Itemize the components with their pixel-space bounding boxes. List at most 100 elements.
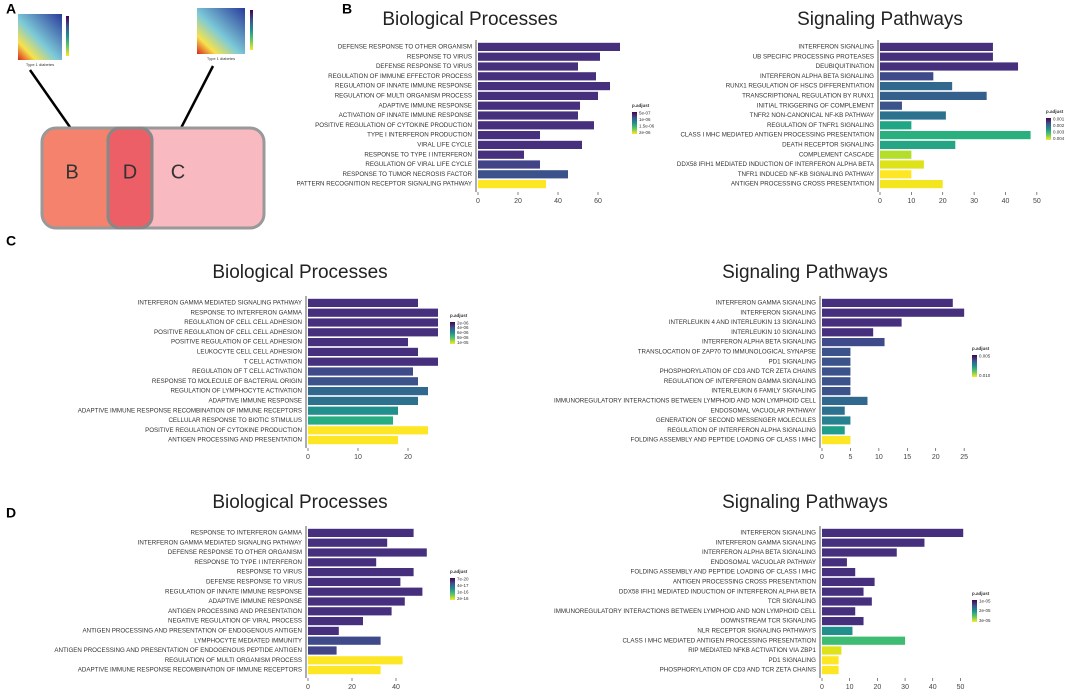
- chart-title: Signaling Pathways: [797, 9, 963, 30]
- category-label: ACTIVATION OF INNATE IMMUNE RESPONSE: [339, 112, 472, 119]
- category-label: INTERFERON SIGNALING: [740, 530, 816, 537]
- category-label: GENERATION OF SECOND MESSENGER MOLECULES: [656, 417, 816, 424]
- legend-tick-label: 1e-05: [457, 340, 469, 345]
- category-label: DEUBIQUITINATION: [816, 63, 874, 70]
- x-tick-label: 40: [554, 198, 562, 205]
- panel-label: B: [342, 1, 352, 17]
- bar: [308, 646, 337, 655]
- category-label: RIP MEDIATED NFKB ACTIVATION VIA ZBP1: [688, 647, 816, 654]
- category-label: RESPONSE TO VIRUS: [237, 569, 302, 576]
- category-label: NEGATIVE REGULATION OF VIRAL PROCESS: [168, 618, 302, 625]
- category-label: ADAPTIVE IMMUNE RESPONSE: [378, 102, 472, 109]
- bar: [822, 298, 953, 307]
- category-label: DEATH RECEPTOR SIGNALING: [782, 142, 874, 149]
- category-label: REGULATION OF T CELL ACTIVATION: [192, 368, 302, 375]
- bar: [822, 328, 874, 337]
- heatmap-colorbar: [250, 10, 253, 50]
- category-label: INTERFERON ALPHA BETA SIGNALING: [702, 339, 816, 346]
- bar: [308, 387, 428, 396]
- category-label: INTERFERON GAMMA MEDIATED SIGNALING PATH…: [138, 539, 302, 546]
- panel-label: A: [6, 1, 16, 17]
- bar: [308, 558, 377, 567]
- category-label: FOLDING ASSEMBLY AND PEPTIDE LOADING OF …: [631, 569, 817, 576]
- category-label: DDX58 IFIH1 MEDIATED INDUCTION OF INTERF…: [677, 161, 875, 168]
- category-label: PATTERN RECOGNITION RECEPTOR SIGNALING P…: [297, 181, 472, 188]
- bar: [822, 577, 875, 586]
- bar: [478, 91, 598, 100]
- bar: [308, 347, 418, 356]
- x-tick-label: 0: [820, 684, 824, 691]
- bar: [478, 170, 568, 179]
- category-label: CELLULAR RESPONSE TO BIOTIC STIMULUS: [168, 417, 302, 424]
- category-label: INTERFERON SIGNALING: [798, 44, 874, 51]
- x-tick-label: 10: [907, 198, 915, 205]
- bar: [880, 42, 993, 51]
- category-label: COMPLEMENT CASCADE: [799, 151, 874, 158]
- bar: [478, 150, 524, 159]
- bar: [308, 357, 438, 366]
- category-label: ANTIGEN PROCESSING AND PRESENTATION: [168, 437, 302, 444]
- category-label: IMMUNOREGULATORY INTERACTIONS BETWEEN LY…: [554, 608, 817, 615]
- legend-tick-label: 4e-17: [457, 583, 469, 588]
- bar: [822, 617, 864, 626]
- bar: [478, 140, 582, 149]
- x-tick-label: 0: [306, 684, 310, 691]
- x-tick-label: 40: [1002, 198, 1010, 205]
- category-label: RESPONSE TO TUMOR NECROSIS FACTOR: [342, 171, 472, 178]
- legend-tick-label: 8e-06: [457, 335, 469, 340]
- set-label: C: [171, 161, 185, 183]
- category-label: T CELL ACTIVATION: [244, 358, 302, 365]
- legend-title: p.adjust: [972, 591, 990, 596]
- category-label: REGULATION OF VIRAL LIFE CYCLE: [365, 161, 472, 168]
- bar: [880, 131, 1031, 140]
- x-tick-label: 20: [932, 454, 940, 461]
- category-label: TCR SIGNALING: [768, 598, 816, 605]
- x-tick-label: 20: [514, 198, 522, 205]
- category-label: TRANSLOCATION OF ZAP70 TO IMMUNOLOGICAL …: [638, 349, 816, 356]
- bar: [880, 180, 943, 189]
- x-tick-label: 10: [846, 684, 854, 691]
- category-label: INTERFERON ALPHA BETA SIGNALING: [702, 549, 816, 556]
- chart-title: Biological Processes: [212, 262, 387, 283]
- bar: [308, 577, 401, 586]
- bar: [822, 318, 902, 327]
- legend-tick-label: 0.003: [1053, 129, 1065, 134]
- bar: [880, 101, 902, 110]
- panel-label: D: [6, 505, 16, 521]
- bar: [308, 656, 403, 665]
- legend-title: p.adjust: [1046, 109, 1064, 114]
- bar: [308, 367, 413, 376]
- category-label: CLASS I MHC MEDIATED ANTIGEN PROCESSING …: [680, 132, 874, 139]
- bar: [308, 617, 363, 626]
- category-label: ENDOSOMAL VACUOLAR PATHWAY: [711, 559, 816, 566]
- bar: [822, 646, 842, 655]
- x-tick-label: 0: [878, 198, 882, 205]
- category-label: PHOSPHORYLATION OF CD3 AND TCR ZETA CHAI…: [660, 368, 816, 375]
- x-tick-label: 0: [306, 454, 310, 461]
- bar: [880, 140, 956, 149]
- bar: [308, 328, 438, 337]
- category-label: DEFENSE RESPONSE TO OTHER ORGANISM: [338, 44, 472, 51]
- x-tick-label: 20: [404, 454, 412, 461]
- category-label: RESPONSE TO INTERFERON GAMMA: [190, 309, 302, 316]
- bar: [478, 121, 594, 130]
- bar: [308, 416, 393, 425]
- category-label: REGULATION OF MULTI ORGANISM PROCESS: [335, 93, 472, 100]
- bar: [308, 406, 398, 415]
- bar: [822, 656, 839, 665]
- x-tick-label: 20: [348, 684, 356, 691]
- legend-tick-label: 0.010: [979, 373, 991, 378]
- bar: [880, 121, 912, 130]
- category-label: DOWNSTREAM TCR SIGNALING: [721, 618, 816, 625]
- connector: [28, 69, 74, 131]
- bar: [308, 607, 392, 616]
- category-label: POSITIVE REGULATION OF CELL ADHESION: [171, 339, 302, 346]
- category-label: NLR RECEPTOR SIGNALING PATHWAYS: [697, 628, 816, 635]
- legend-title: p.adjust: [632, 103, 650, 108]
- legend-tick-label: 6e-06: [457, 330, 469, 335]
- bar: [478, 72, 596, 81]
- bar: [822, 568, 856, 577]
- category-label: ANTIGEN PROCESSING CROSS PRESENTATION: [673, 579, 816, 586]
- category-label: REGULATION OF INNATE IMMUNE RESPONSE: [165, 588, 302, 595]
